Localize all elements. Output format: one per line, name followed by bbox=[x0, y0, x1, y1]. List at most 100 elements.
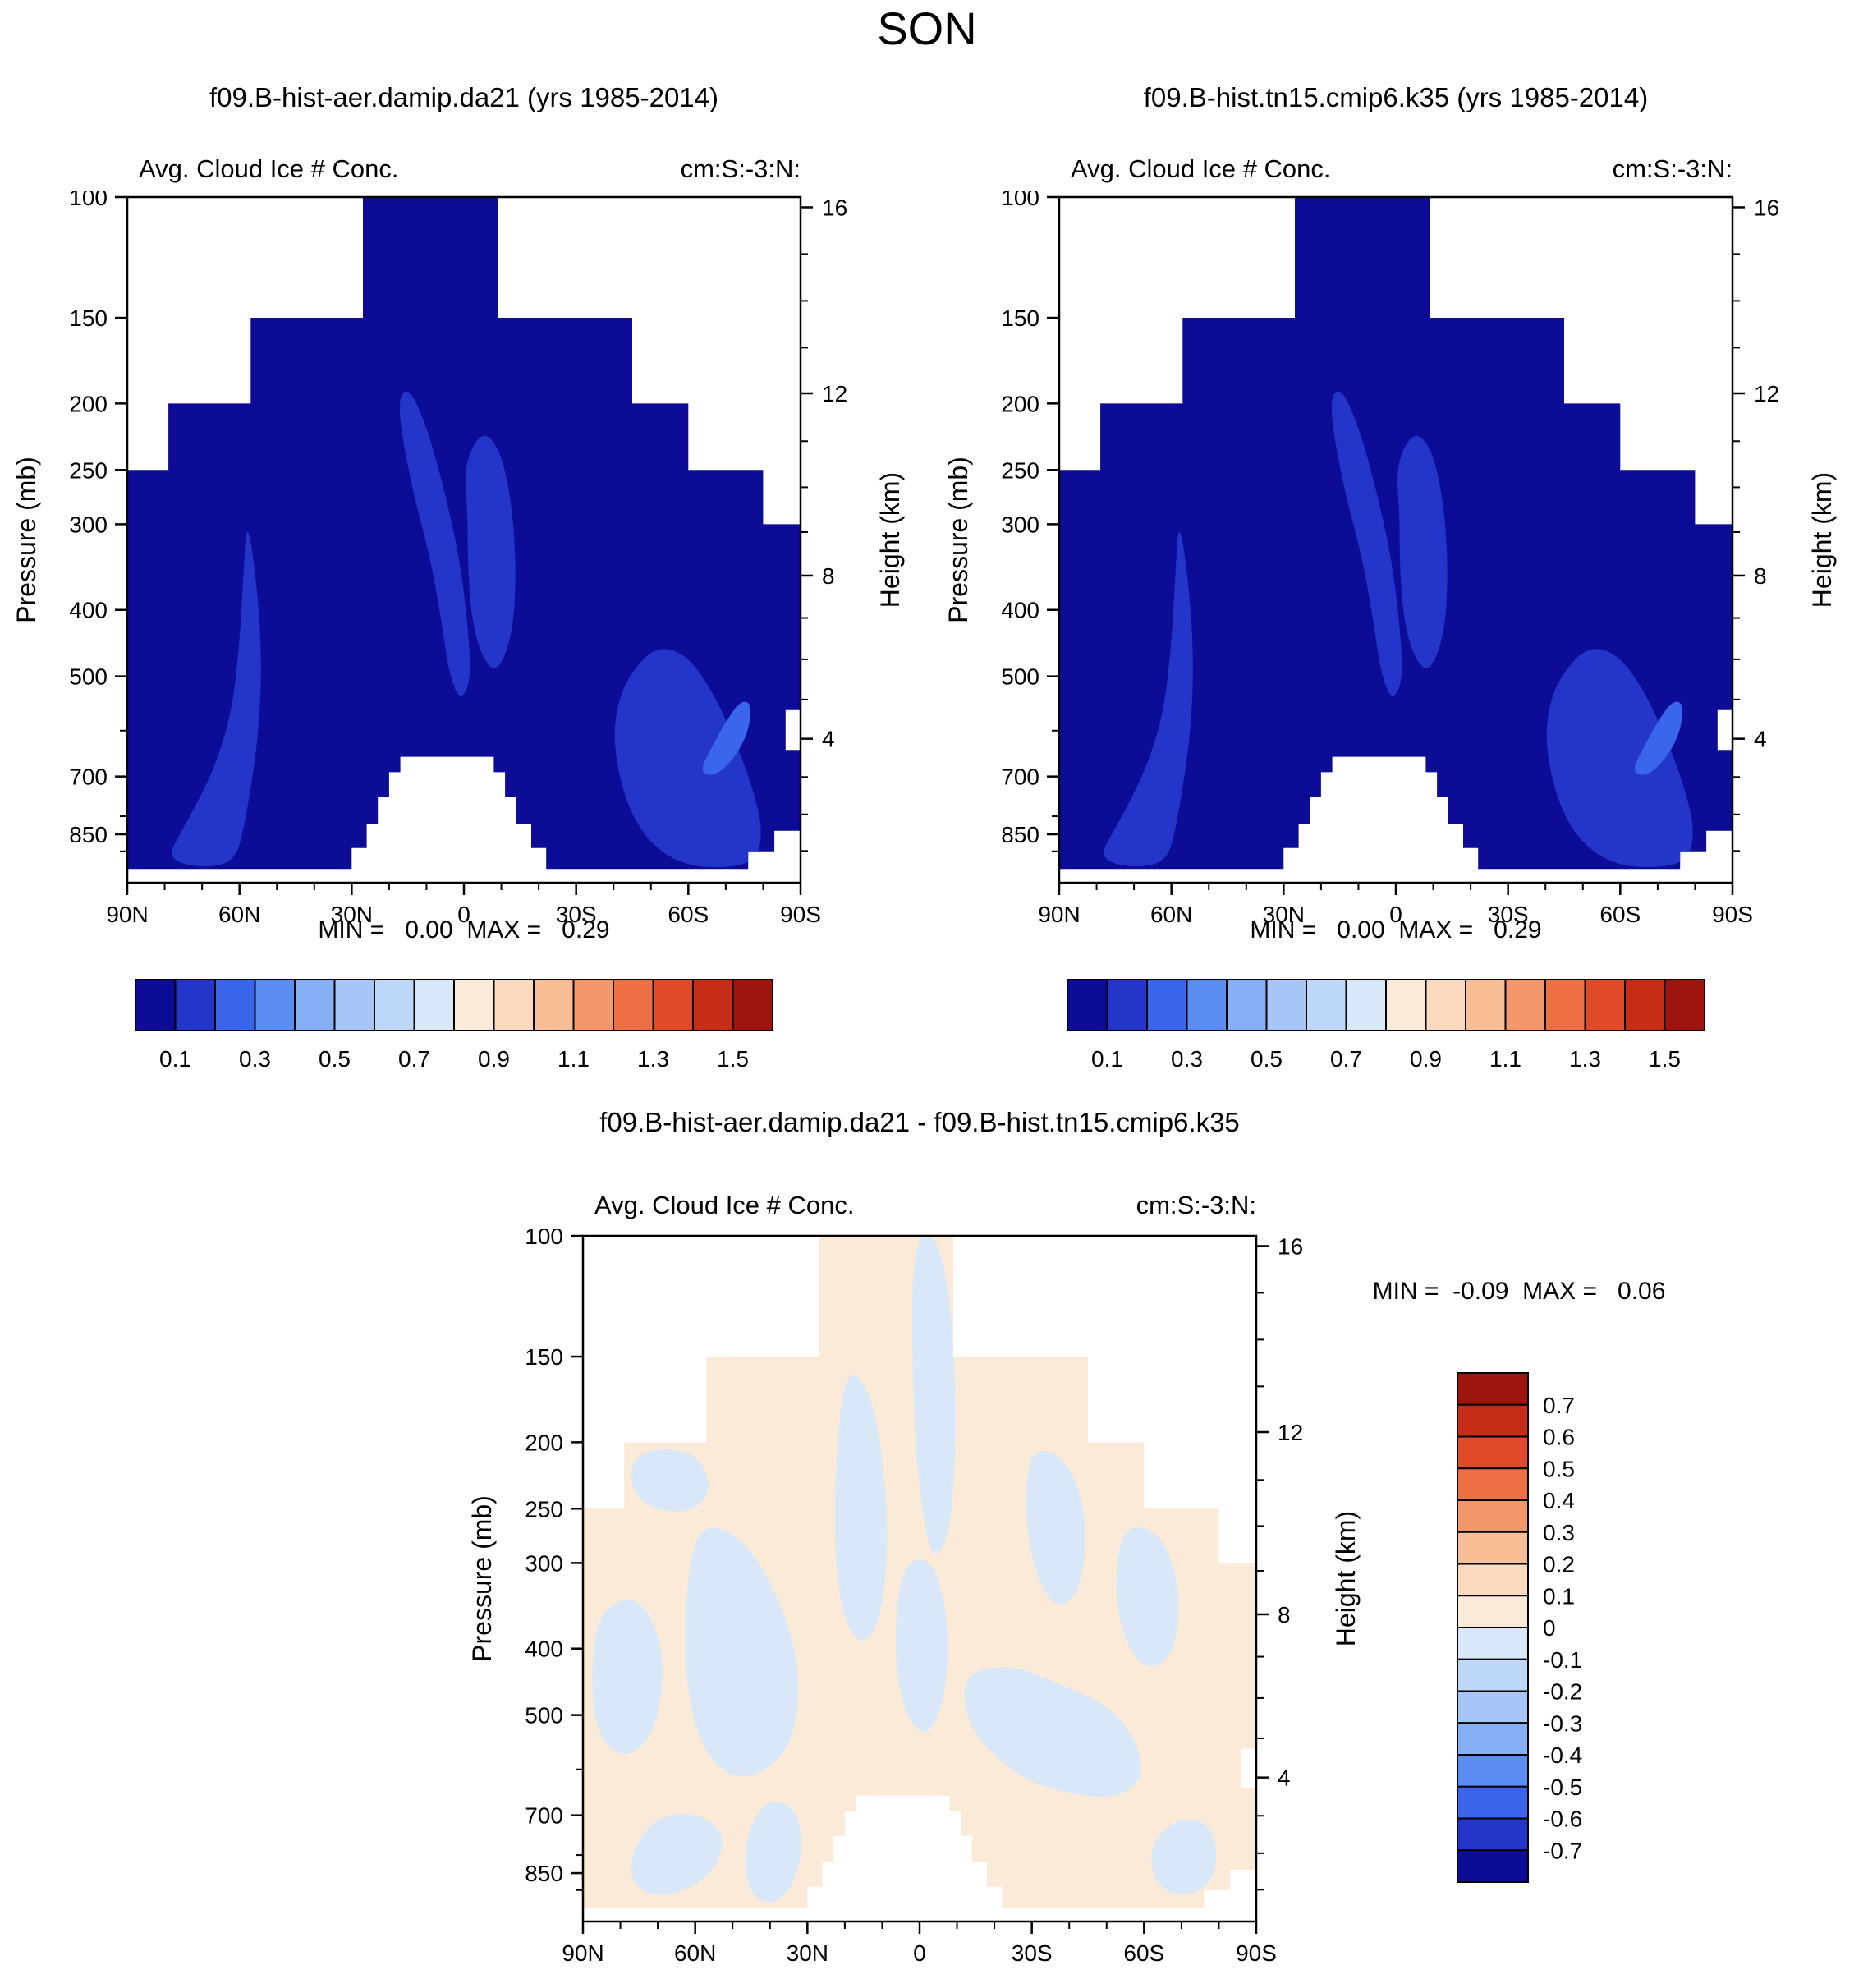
panel-1-units-label: cm:S:-3:N: bbox=[680, 154, 801, 183]
colorbar-label: 1.3 bbox=[637, 1046, 669, 1072]
pressure-tick-label: 150 bbox=[1001, 305, 1039, 331]
height-tick-label: 8 bbox=[1278, 1602, 1291, 1628]
colorbar-cell bbox=[1465, 979, 1507, 1031]
colorbar-cell bbox=[1457, 1467, 1529, 1501]
colorbar-label: 0 bbox=[1543, 1615, 1556, 1641]
pressure-tick-label: 200 bbox=[69, 391, 108, 416]
contour-feature bbox=[465, 435, 516, 668]
pressure-tick-label: 850 bbox=[525, 1861, 563, 1886]
panel-2-minmax: MIN = 0.00 MAX = 0.29 bbox=[1250, 916, 1542, 943]
lat-tick-label: 60S bbox=[1123, 1940, 1164, 1966]
pressure-tick-label: 700 bbox=[1001, 764, 1039, 790]
colorbar-cell bbox=[652, 979, 694, 1031]
panel-3-units-label: cm:S:-3:N: bbox=[1136, 1191, 1256, 1219]
colorbar-label: 0.7 bbox=[398, 1046, 430, 1072]
lat-tick-label: 30S bbox=[556, 902, 597, 927]
pressure-tick-label: 400 bbox=[525, 1637, 563, 1662]
pressure-tick-label: 200 bbox=[525, 1430, 563, 1455]
pressure-tick-label: 400 bbox=[1001, 598, 1039, 623]
pressure-tick-label: 100 bbox=[1001, 191, 1039, 210]
colorbar-cell bbox=[732, 979, 773, 1031]
colorbar-cell bbox=[1544, 979, 1586, 1031]
colorbar-cell bbox=[1457, 1754, 1529, 1788]
contour-feature bbox=[614, 649, 761, 868]
height-axis-title: Height (km) bbox=[1331, 1511, 1361, 1646]
contour-feature bbox=[1151, 1819, 1217, 1895]
colorbar-label: 0.1 bbox=[159, 1046, 191, 1072]
colorbar-cell bbox=[572, 979, 614, 1031]
pressure-tick-label: 850 bbox=[69, 822, 108, 847]
colorbar-label: -0.5 bbox=[1543, 1775, 1582, 1800]
lat-tick-label: 60N bbox=[218, 902, 260, 927]
page-title: SON bbox=[877, 2, 977, 54]
lat-tick-label: 0 bbox=[1389, 902, 1402, 927]
panel-3-colorbar: 0.7 0.6 0.5 0.4 0.3 0.2 0.1 0 -0.1 -0.2 -0.3 -0.4 -0… bbox=[1457, 1372, 1582, 1883]
pressure-tick-label: 250 bbox=[69, 457, 108, 483]
panel-1-title: f09.B-hist-aer.damip.da21 (yrs 1985-2014… bbox=[209, 82, 718, 112]
panel-1-subheader: Avg. Cloud Ice # Conc. cm:S:-3:N: bbox=[127, 154, 801, 184]
contour-feature bbox=[1634, 701, 1683, 775]
lat-tick-label: 90N bbox=[1038, 902, 1080, 927]
pressure-tick-label: 700 bbox=[69, 764, 108, 790]
lat-tick-label: 90N bbox=[562, 1940, 603, 1966]
colorbar-cell bbox=[1345, 979, 1387, 1031]
pressure-axis-title: Pressure (mb) bbox=[467, 1495, 497, 1662]
colorbar-cell bbox=[493, 979, 535, 1031]
height-axis-title: Height (km) bbox=[875, 472, 905, 608]
contour-feature bbox=[1397, 435, 1448, 668]
panel-1-minmax: MIN = 0.00 MAX = 0.29 bbox=[318, 916, 610, 943]
colorbar-label: -0.1 bbox=[1543, 1647, 1582, 1673]
colorbar-cell bbox=[174, 979, 216, 1031]
pressure-axis-title: Pressure (mb) bbox=[11, 457, 41, 623]
colorbar-label: 0.9 bbox=[478, 1046, 510, 1072]
contour-feature bbox=[685, 1527, 799, 1777]
height-axis-title: Height (km) bbox=[1807, 472, 1837, 608]
height-tick-label: 16 bbox=[822, 195, 847, 220]
pressure-tick-label: 100 bbox=[525, 1229, 563, 1249]
panel-2-variable-label: Avg. Cloud Ice # Conc. bbox=[1071, 154, 1331, 183]
pressure-tick-label: 850 bbox=[1001, 822, 1039, 847]
colorbar-label: 0.1 bbox=[1543, 1583, 1575, 1609]
colorbar-label: 0.5 bbox=[1251, 1046, 1283, 1072]
pressure-tick-label: 200 bbox=[1001, 391, 1039, 416]
colorbar-cell bbox=[1457, 1499, 1529, 1533]
colorbar-cell bbox=[1624, 979, 1666, 1031]
colorbar-cell bbox=[1385, 979, 1427, 1031]
colorbar-cell bbox=[294, 979, 336, 1031]
colorbar-cell bbox=[254, 979, 296, 1031]
height-tick-label: 4 bbox=[1754, 727, 1767, 752]
colorbar-label: 1.5 bbox=[1649, 1046, 1681, 1072]
colorbar-cell bbox=[613, 979, 654, 1031]
contour-feature bbox=[911, 1236, 956, 1554]
pressure-tick-label: 250 bbox=[525, 1496, 563, 1522]
height-tick-label: 12 bbox=[1278, 1420, 1303, 1445]
pressure-tick-label: 300 bbox=[525, 1550, 563, 1576]
lat-tick-label: 90S bbox=[780, 902, 821, 927]
contour-feature bbox=[1331, 391, 1402, 696]
colorbar-cell bbox=[214, 979, 256, 1031]
colorbar-label: -0.7 bbox=[1543, 1838, 1582, 1863]
height-tick-label: 12 bbox=[822, 381, 847, 406]
lat-tick-label: 60S bbox=[668, 902, 709, 927]
colorbar-cell bbox=[1226, 979, 1268, 1031]
height-tick-label: 4 bbox=[1278, 1765, 1291, 1791]
colorbar-label: 0.3 bbox=[1171, 1046, 1203, 1072]
colorbar-label: -0.6 bbox=[1543, 1807, 1582, 1832]
panel-3-title: f09.B-hist-aer.damip.da21 - f09.B-hist.t… bbox=[599, 1107, 1240, 1137]
pressure-tick-label: 300 bbox=[69, 512, 108, 537]
panel-3-plot: 100 150 200 250 300 400 500 700 850 16 12 8 4 90N 60N 3… bbox=[467, 1229, 1361, 1966]
panel-2-plot: 100 150 200 250 300 400 500 700 850 16 12 8 4 90N 60N 3… bbox=[943, 191, 1837, 927]
contour-features bbox=[172, 391, 761, 868]
colorbar-cell bbox=[1457, 1690, 1529, 1724]
contour-feature bbox=[1026, 1450, 1085, 1605]
pressure-tick-label: 500 bbox=[1001, 664, 1039, 690]
colorbar-cell bbox=[1457, 1658, 1529, 1692]
colorbar-cell bbox=[333, 979, 375, 1031]
contour-feature bbox=[631, 1449, 709, 1512]
contour-feature bbox=[1104, 531, 1193, 867]
pressure-tick-label: 100 bbox=[69, 191, 108, 210]
lat-tick-label: 30S bbox=[1012, 1940, 1053, 1966]
height-tick-label: 12 bbox=[1754, 381, 1779, 406]
lat-tick-label: 60S bbox=[1599, 902, 1641, 927]
contour-feature bbox=[745, 1801, 802, 1903]
